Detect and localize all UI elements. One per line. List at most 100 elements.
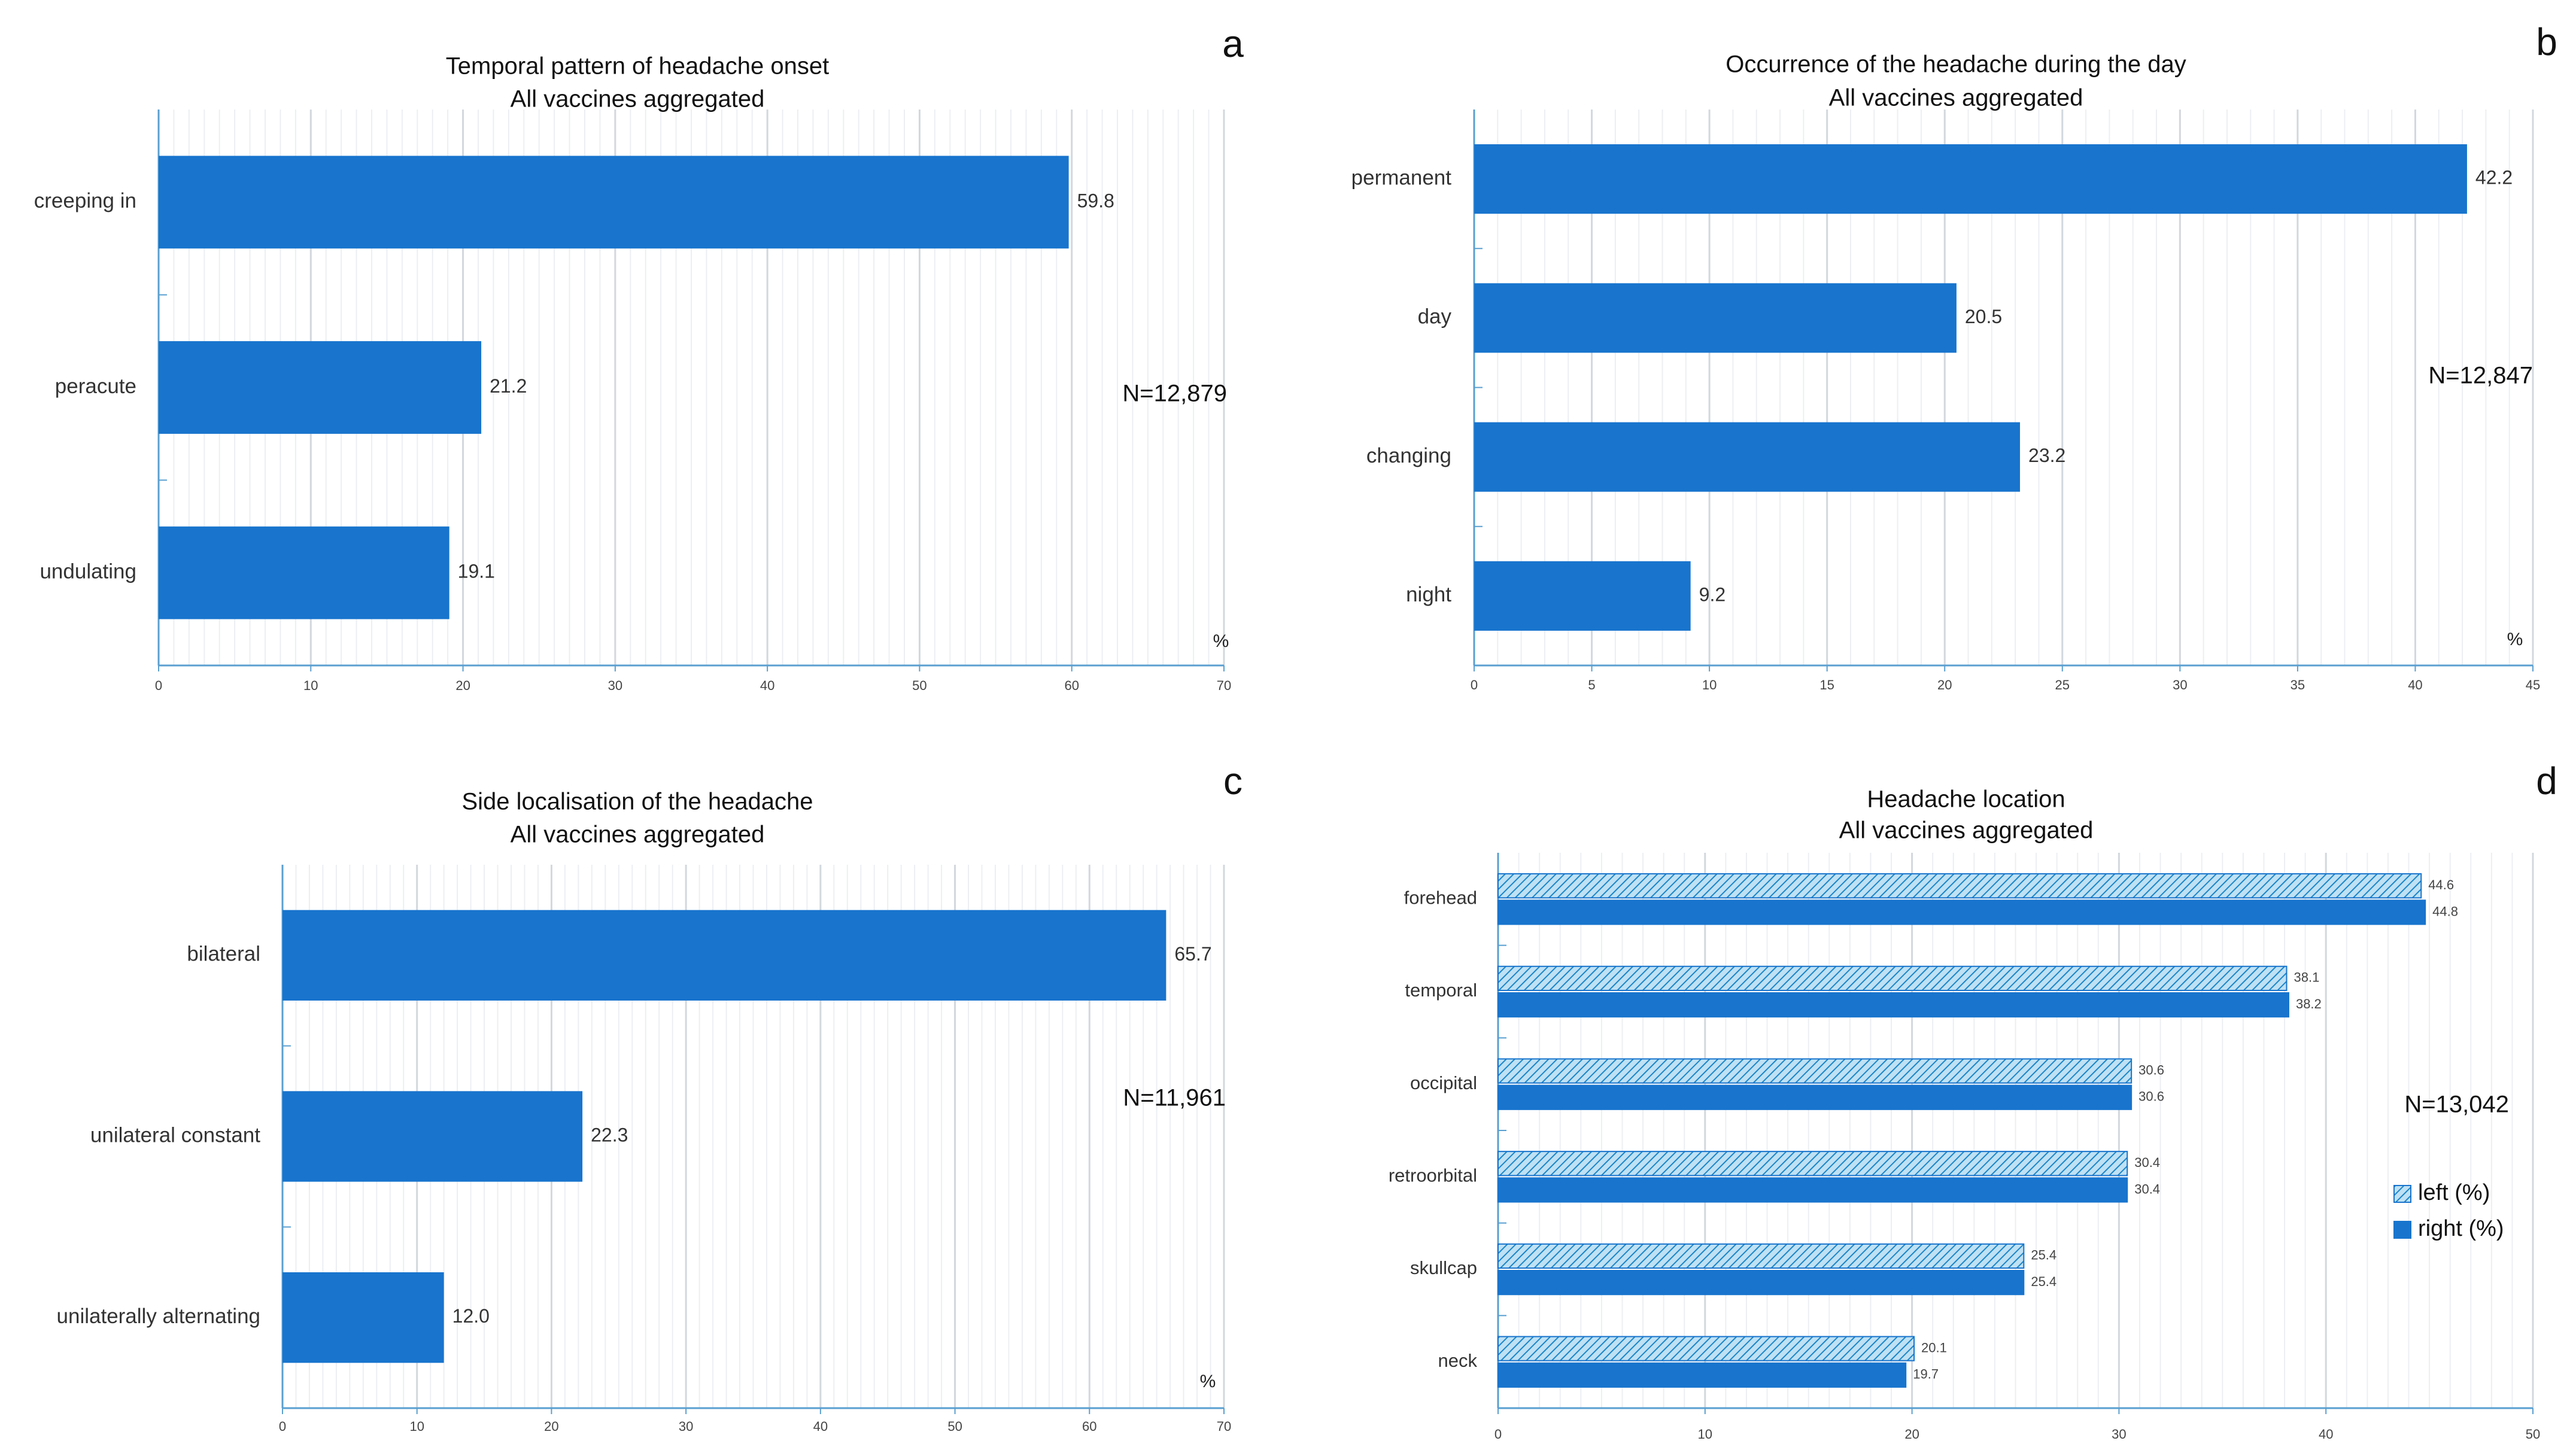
category-label-permanent: permanent (1351, 166, 1452, 189)
bar-right-retroorbital (1497, 1177, 2128, 1203)
sample-size-label: N=12,879 (1122, 381, 1227, 407)
bar-left-retroorbital (1497, 1151, 2128, 1177)
data-label-day: 20.5 (1965, 306, 2002, 327)
sample-size-label: N=11,961 (1123, 1085, 1226, 1111)
category-label-night: night (1406, 583, 1451, 606)
data-label-changing: 23.2 (2028, 445, 2065, 466)
sample-size-label: N=13,042 (2404, 1092, 2509, 1118)
category-label-creeping-in: creeping in (34, 189, 136, 212)
category-label-peracute: peracute (55, 375, 136, 398)
chart-panel-c: 0 10 20 30 40 50 60 70 bilateral 65.7 unilateral c… (57, 759, 1243, 1434)
x-tick-label: 35 (2291, 677, 2305, 692)
legend-label-right: right (%) (2418, 1216, 2504, 1241)
x-tick-label: 30 (2173, 677, 2187, 692)
chart-panel-d: 0 10 20 30 40 50 forehead 44.6 44.8 temporal 38.1 3… (1389, 759, 2557, 1442)
x-tick-label: 0 (155, 678, 162, 693)
unit-label: % (1213, 631, 1229, 651)
bar-left-occipital (1497, 1058, 2133, 1084)
chart-title: Occurrence of the headache during the da… (1726, 51, 2186, 78)
x-tick-label: 50 (947, 1419, 962, 1434)
unit-label: % (2507, 630, 2523, 649)
data-label-creeping-in: 59.8 (1077, 190, 1114, 211)
x-tick-label: 30 (679, 1419, 693, 1434)
chart-title: Side localisation of the headache (461, 789, 813, 815)
data-label-night: 9.2 (1699, 583, 1726, 605)
data-label-left-forehead: 44.6 (2428, 877, 2454, 892)
bar-left-forehead (1497, 873, 2422, 899)
data-label-left-temporal: 38.1 (2294, 970, 2319, 985)
chart-subtitle: All vaccines aggregated (1829, 85, 2083, 111)
category-label-neck: neck (1438, 1350, 1478, 1371)
bar-right-skullcap (1497, 1270, 2025, 1296)
data-label-unilaterally-alternating: 12.0 (452, 1305, 490, 1327)
x-tick-label: 60 (1064, 678, 1079, 693)
category-label-occipital: occipital (1410, 1072, 1477, 1093)
x-tick-label: 40 (813, 1419, 828, 1434)
category-label-undulating: undulating (40, 560, 136, 583)
category-label-retroorbital: retroorbital (1389, 1165, 1477, 1186)
x-tick-label: 30 (2112, 1427, 2126, 1442)
x-tick-label: 40 (2319, 1427, 2333, 1442)
unit-label: % (1200, 1372, 1216, 1391)
x-tick-label: 15 (1819, 677, 1834, 692)
bar-right-forehead (1497, 899, 2426, 925)
x-tick-label: 70 (1217, 678, 1231, 693)
sample-size-label: N=12,847 (2428, 363, 2533, 389)
x-tick-label: 10 (409, 1419, 424, 1434)
bar-changing (1474, 422, 2021, 492)
x-tick-label: 50 (2526, 1427, 2540, 1442)
data-label-permanent: 42.2 (2475, 167, 2513, 189)
x-tick-label: 10 (303, 678, 318, 693)
x-tick-label: 5 (1588, 677, 1595, 692)
gridlines (1518, 853, 2534, 1408)
x-tick-label: 70 (1217, 1419, 1231, 1434)
panel-letter: b (2536, 20, 2557, 63)
data-label-bilateral: 65.7 (1174, 943, 1211, 965)
x-tick-label: 60 (1082, 1419, 1096, 1434)
x-tick-label: 20 (1904, 1427, 1919, 1442)
chart-panel-a: 0 10 20 30 40 50 60 70 creeping in 59.8 peracute 21… (34, 22, 1244, 693)
x-tick-label: 25 (2055, 677, 2070, 692)
x-tick-label: 0 (1471, 677, 1478, 692)
category-label-changing: changing (1366, 444, 1451, 467)
x-tick-label: 10 (1698, 1427, 1712, 1442)
x-tick-label: 40 (760, 678, 774, 693)
x-tick-label: 20 (1937, 677, 1952, 692)
bar-unilateral-constant (282, 1091, 583, 1182)
data-label-right-forehead: 44.8 (2432, 904, 2458, 919)
category-label-temporal: temporal (1405, 980, 1477, 1001)
category-label-unilateral-constant: unilateral constant (90, 1123, 260, 1147)
chart-subtitle: All vaccines aggregated (1839, 817, 2094, 844)
data-label-right-skullcap: 25.4 (2031, 1274, 2056, 1289)
data-label-peracute: 21.2 (490, 375, 527, 397)
legend-label-left: left (%) (2418, 1180, 2490, 1205)
chart-subtitle: All vaccines aggregated (511, 822, 765, 848)
data-label-unilateral-constant: 22.3 (591, 1124, 628, 1145)
bar-peracute (159, 341, 482, 434)
x-tick-label: 0 (279, 1419, 286, 1434)
data-label-left-retroorbital: 30.4 (2134, 1155, 2160, 1170)
bar-left-skullcap (1497, 1243, 2025, 1269)
data-label-left-neck: 20.1 (1921, 1340, 1947, 1355)
bar-bilateral (282, 910, 1167, 1001)
bar-day (1474, 283, 1957, 353)
chart-subtitle: All vaccines aggregated (511, 86, 765, 113)
data-label-right-occipital: 30.6 (2138, 1089, 2164, 1104)
x-tick-label: 20 (455, 678, 470, 693)
bar-right-occipital (1497, 1084, 2133, 1110)
category-label-day: day (1418, 305, 1452, 329)
category-label-bilateral: bilateral (187, 943, 260, 966)
bar-right-temporal (1497, 992, 2289, 1018)
data-label-left-occipital: 30.6 (2138, 1062, 2164, 1077)
x-tick-label: 45 (2526, 677, 2540, 692)
panel-letter: d (2536, 759, 2557, 803)
legend-swatch-left (2393, 1185, 2411, 1203)
category-label-forehead: forehead (1404, 887, 1477, 908)
data-label-right-retroorbital: 30.4 (2134, 1181, 2160, 1196)
bar-undulating (159, 526, 449, 619)
data-label-left-skullcap: 25.4 (2031, 1248, 2056, 1263)
bar-night (1474, 561, 1691, 631)
chart-title: Temporal pattern of headache onset (446, 53, 829, 80)
chart-title: Headache location (1867, 786, 2065, 813)
legend-swatch-right (2393, 1221, 2411, 1239)
